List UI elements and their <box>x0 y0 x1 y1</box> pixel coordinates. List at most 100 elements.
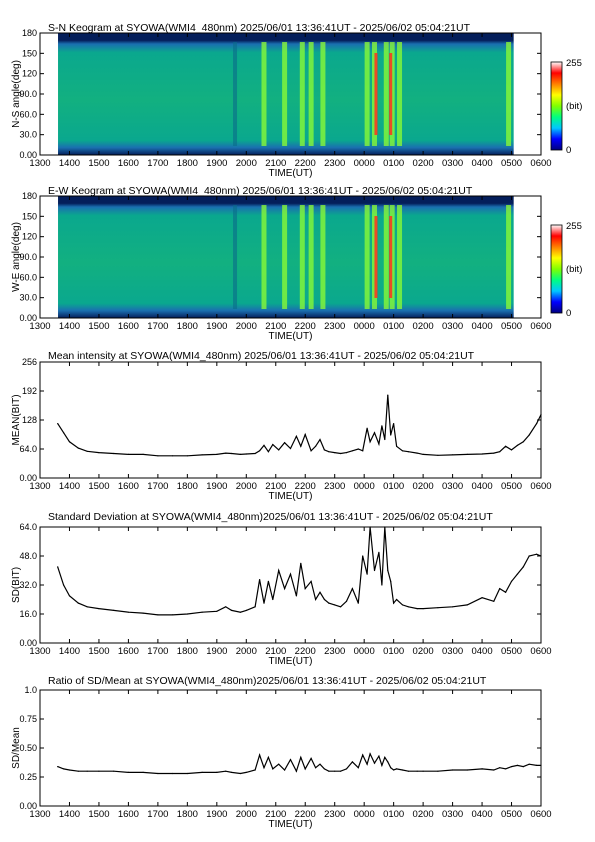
data-point <box>68 769 71 771</box>
data-point <box>381 584 383 586</box>
data-point <box>401 604 404 606</box>
x-tick-label: 1800 <box>177 158 198 169</box>
x-tick-label: 1900 <box>206 321 227 332</box>
x-tick-label: 1800 <box>177 321 198 332</box>
data-point <box>387 394 389 396</box>
data-point <box>384 756 386 758</box>
x-tick-label: 2300 <box>324 809 345 820</box>
y-axis-title: W-E angle(deg) <box>11 222 22 292</box>
x-tick-label: 1500 <box>88 809 109 820</box>
data-point <box>272 768 274 770</box>
data-point <box>319 438 321 441</box>
x-tick-label: 1600 <box>118 809 139 820</box>
x-tick-label: 0100 <box>383 321 404 332</box>
keogram-dark-band <box>233 42 238 146</box>
x-tick-label: 0500 <box>501 809 522 820</box>
x-tick-label: 1600 <box>118 321 139 332</box>
keogram-bright-band <box>506 205 512 309</box>
data-point <box>340 770 342 772</box>
data-point <box>278 569 280 572</box>
x-tick-label: 1700 <box>147 809 168 820</box>
x-tick-label: 0500 <box>501 321 522 332</box>
data-point <box>452 769 454 771</box>
data-point <box>216 610 218 612</box>
data-point <box>516 444 519 446</box>
x-tick-label: 1700 <box>147 321 168 332</box>
keogram-bright-band <box>261 205 267 309</box>
data-point <box>254 769 256 771</box>
keogram-bright-band <box>308 42 314 146</box>
x-tick-label: 1400 <box>59 321 80 332</box>
data-point <box>127 453 129 455</box>
data-point <box>510 580 513 583</box>
keogram-bright-band <box>282 42 288 146</box>
x-tick-label: 2000 <box>236 158 257 169</box>
data-point <box>328 451 330 453</box>
panel-title: S-N Keogram at SYOWA(WMI4_480nm) 2025/06… <box>48 22 471 34</box>
x-tick-label: 2100 <box>265 158 286 169</box>
colorbar-min-label: 0 <box>566 308 571 319</box>
data-point <box>328 602 330 604</box>
keogram-bright-band <box>282 205 288 309</box>
data-point <box>416 770 418 772</box>
data-point <box>390 434 392 436</box>
y-tick-label: 0.00 <box>19 150 37 160</box>
data-point <box>384 438 386 441</box>
colorbar-max-label: 255 <box>566 58 582 69</box>
data-point <box>216 771 218 774</box>
x-tick-label: 0500 <box>501 481 522 492</box>
x-tick-label: 1300 <box>29 481 50 492</box>
data-point <box>57 566 59 568</box>
data-point <box>366 427 368 429</box>
x-tick-label: 0400 <box>471 809 492 820</box>
data-point <box>340 452 342 455</box>
data-point <box>267 580 269 583</box>
keogram-bright-band <box>397 42 403 146</box>
x-tick-label: 0300 <box>442 481 463 492</box>
data-point <box>304 768 306 770</box>
data-point <box>536 423 538 425</box>
data-point <box>522 766 524 768</box>
x-tick-label: 1400 <box>59 809 80 820</box>
x-tick-label: 2200 <box>295 321 316 332</box>
x-tick-label: 0200 <box>413 809 434 820</box>
y-tick-label: 180 <box>22 191 37 201</box>
series-line <box>57 526 542 616</box>
data-point <box>373 762 376 764</box>
data-point <box>357 767 359 769</box>
data-point <box>77 447 79 449</box>
data-point <box>323 768 325 770</box>
data-point <box>407 451 409 453</box>
x-tick-label: 2300 <box>324 646 345 657</box>
data-point <box>387 569 389 572</box>
x-tick-label: 1900 <box>206 646 227 657</box>
data-point <box>328 770 330 772</box>
data-point <box>393 423 395 425</box>
y-tick-label: 150 <box>22 48 37 58</box>
x-tick-label: 0300 <box>442 158 463 169</box>
data-point <box>381 764 383 767</box>
data-point <box>127 611 129 613</box>
x-tick-label: 2100 <box>265 646 286 657</box>
data-point <box>142 453 144 455</box>
x-tick-label: 2300 <box>324 321 345 332</box>
data-point <box>284 588 286 590</box>
data-point <box>510 766 513 768</box>
data-point <box>157 772 159 775</box>
data-point <box>272 443 274 446</box>
data-point <box>390 580 392 583</box>
x-tick-label: 1300 <box>29 809 50 820</box>
data-point <box>493 600 495 602</box>
x-tick-label: 0600 <box>530 321 551 332</box>
data-point <box>384 526 386 528</box>
data-point <box>366 763 368 765</box>
panel-standard-deviation: Standard Deviation at SYOWA(WMI4_480nm)2… <box>11 511 552 667</box>
data-point <box>245 609 247 612</box>
data-point <box>267 451 269 453</box>
x-tick-label: 0000 <box>354 481 375 492</box>
x-tick-label: 1300 <box>29 321 50 332</box>
data-point <box>505 591 507 593</box>
data-point <box>289 573 292 575</box>
data-point <box>493 769 495 771</box>
